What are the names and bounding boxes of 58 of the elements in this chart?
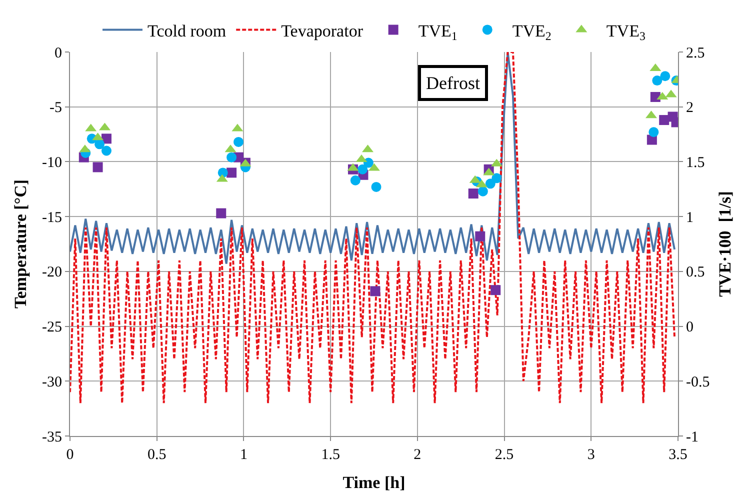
point <box>350 175 360 186</box>
point <box>478 186 488 196</box>
annotation: Defrost <box>426 73 480 93</box>
point <box>234 136 244 147</box>
point <box>371 182 382 192</box>
legend-label: TVE$_{2}$ <box>512 21 552 43</box>
point <box>490 285 501 296</box>
legend-label: TVE$_{3}$ <box>606 21 646 43</box>
y-tick-label: -20 <box>42 264 62 281</box>
point <box>648 127 659 138</box>
legend-label: Tcold room <box>148 21 226 40</box>
x-tick-label: 1 <box>240 447 248 463</box>
y2-tick-label: 2 <box>686 100 694 116</box>
y2-tick-label: -1 <box>686 429 698 446</box>
legend-label: TVE$_{1}$ <box>418 21 458 43</box>
x-tick-label: 0 <box>66 447 74 463</box>
y2-axis-title: TVE·100 [1/s] <box>716 191 734 297</box>
point <box>659 115 670 126</box>
y2-tick-label: 0 <box>686 320 694 336</box>
y2-tick-label: 0.5 <box>686 264 705 281</box>
point <box>475 231 486 242</box>
point <box>652 76 662 86</box>
y2-tick-label: 1.5 <box>686 154 705 171</box>
y-tick-label: -30 <box>42 374 62 390</box>
line-series <box>70 52 676 404</box>
y-tick-label: -15 <box>42 210 62 226</box>
x-tick-label: 3 <box>587 447 595 463</box>
point <box>92 162 103 172</box>
point <box>660 71 670 82</box>
line-series <box>70 52 676 265</box>
x-tick-label: 3.5 <box>668 447 688 463</box>
x-tick-label: 0.5 <box>147 447 166 463</box>
x-axis-title: Time [h] <box>342 473 406 492</box>
point <box>468 188 478 199</box>
y-tick-label: 0 <box>54 45 62 62</box>
y-tick-label: -25 <box>42 320 62 336</box>
y2-tick-label: -0.5 <box>686 374 710 390</box>
x-tick-label: 1.5 <box>321 447 340 463</box>
y2-tick-label: 2.5 <box>686 45 705 62</box>
point <box>216 208 226 218</box>
y-tick-label: -10 <box>42 154 62 171</box>
point <box>492 173 502 184</box>
y2-tick-label: 1 <box>686 210 694 226</box>
y-axis-title: Temperature [°C] <box>11 179 30 309</box>
point <box>358 164 368 174</box>
y-tick-label: -35 <box>42 429 62 446</box>
x-tick-label: 2.5 <box>494 447 514 463</box>
legend-label: Tevaporator <box>281 21 364 40</box>
point <box>226 152 237 162</box>
y-tick-label: -5 <box>50 100 62 116</box>
point <box>650 92 660 102</box>
point <box>363 158 374 168</box>
point <box>485 178 496 189</box>
point <box>370 286 380 296</box>
point <box>226 168 237 178</box>
point <box>101 146 112 156</box>
x-tick-label: 2 <box>414 447 422 463</box>
point <box>94 139 105 150</box>
